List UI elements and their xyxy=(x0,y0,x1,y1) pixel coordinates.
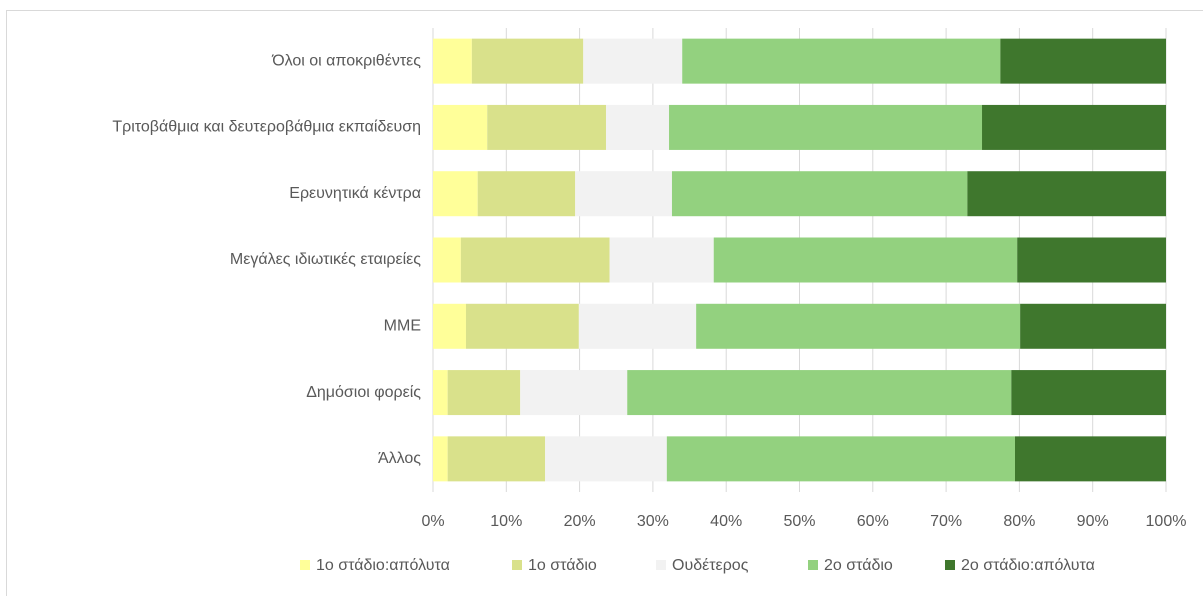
legend-label: 1ο στάδιο xyxy=(528,557,597,574)
legend-swatch xyxy=(945,560,955,570)
x-tick-label: 10% xyxy=(490,513,522,530)
y-tick-label: Τριτοβάθμια και δευτεροβάθμια εκπαίδευση xyxy=(112,119,421,136)
bar-segment xyxy=(433,436,448,482)
y-tick-label: Μεγάλες ιδιωτικές εταιρείες xyxy=(230,251,421,268)
x-tick-label: 20% xyxy=(564,513,596,530)
bar-segment xyxy=(447,436,546,482)
legend-label: 1ο στάδιο:απόλυτα xyxy=(316,557,450,574)
bar-segment xyxy=(682,38,1001,84)
bar-segment xyxy=(433,171,478,217)
x-tick-label: 30% xyxy=(637,513,669,530)
legend-swatch xyxy=(808,560,818,570)
bar-segment xyxy=(520,370,628,416)
bar-segment xyxy=(578,303,697,349)
y-tick-label: Όλοι οι αποκριθέντες xyxy=(271,52,421,69)
x-tick-label: 70% xyxy=(930,513,962,530)
x-tick-label: 50% xyxy=(783,513,815,530)
x-tick-label: 80% xyxy=(1003,513,1035,530)
y-tick-label: Ερευνητικά κέντρα xyxy=(289,185,421,202)
bar-segment xyxy=(433,370,448,416)
bar-segment xyxy=(1015,436,1166,482)
bar-segment xyxy=(1011,370,1166,416)
x-tick-label: 0% xyxy=(421,513,444,530)
y-tick-label: ΜΜΕ xyxy=(384,318,421,335)
legend-label: 2ο στάδιο:απόλυτα xyxy=(961,557,1095,574)
x-tick-label: 40% xyxy=(710,513,742,530)
bar-segment xyxy=(967,171,1166,217)
bar-segment xyxy=(545,436,667,482)
legend-swatch xyxy=(300,560,310,570)
bar-segment xyxy=(1020,303,1166,349)
bar-segment xyxy=(433,104,488,150)
bar-segment xyxy=(696,303,1021,349)
bar-segment xyxy=(627,370,1012,416)
bar-segment xyxy=(575,171,672,217)
x-tick-label: 60% xyxy=(857,513,889,530)
bar-segment xyxy=(1017,237,1166,283)
bar-segment xyxy=(471,38,584,84)
bar-segment xyxy=(671,171,968,217)
bar-segment xyxy=(477,171,576,217)
x-tick-label: 90% xyxy=(1077,513,1109,530)
bar-segment xyxy=(465,303,579,349)
y-tick-label: Άλλος xyxy=(378,450,421,467)
bar-segment xyxy=(433,237,461,283)
chart-frame xyxy=(6,10,1203,596)
bar-segment xyxy=(1000,38,1166,84)
x-tick-label: 100% xyxy=(1146,513,1187,530)
legend-label: 2ο στάδιο xyxy=(824,557,893,574)
bar-segment xyxy=(583,38,683,84)
bar-segment xyxy=(487,104,606,150)
y-tick-label: Δημόσιοι φορείς xyxy=(306,384,421,401)
bar-segment xyxy=(447,370,521,416)
bar-segment xyxy=(713,237,1018,283)
bar-segment xyxy=(982,104,1166,150)
bar-segment xyxy=(669,104,983,150)
bar-segment xyxy=(433,38,472,84)
bar-segment xyxy=(433,303,466,349)
legend-swatch xyxy=(512,560,522,570)
legend-label: Ουδέτερος xyxy=(672,557,749,574)
bar-segment xyxy=(460,237,610,283)
legend-swatch xyxy=(656,560,666,570)
bar-segment xyxy=(666,436,1016,482)
bar-segment xyxy=(605,104,670,150)
bar-segment xyxy=(609,237,714,283)
